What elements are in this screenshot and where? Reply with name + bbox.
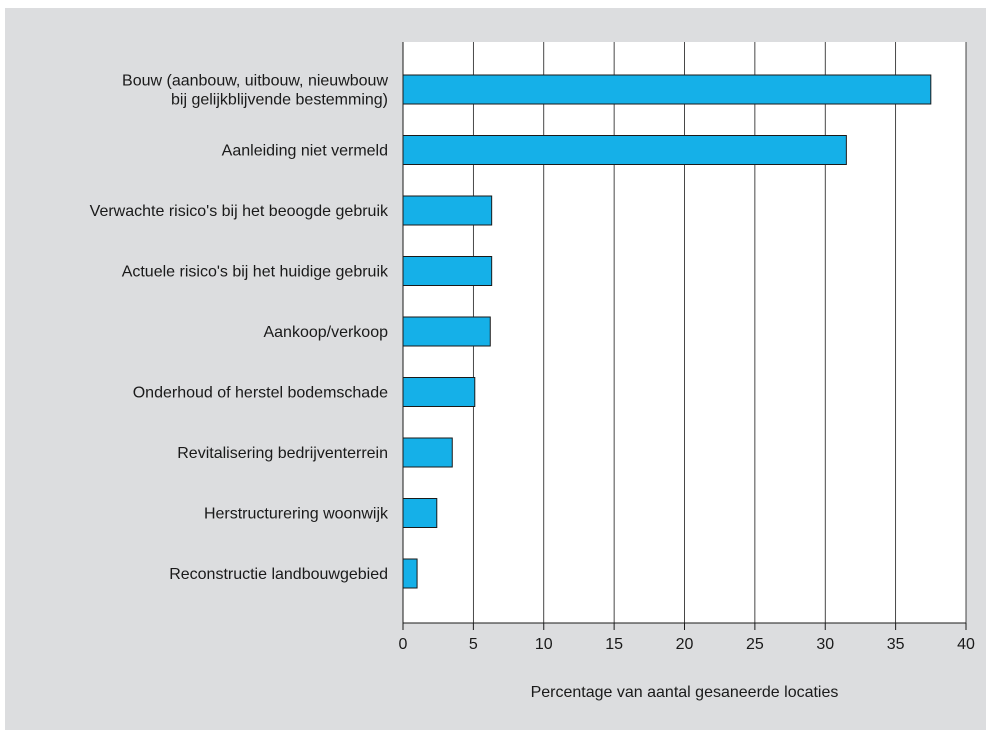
category-label: Reconstructie landbouwgebied: [169, 566, 388, 583]
x-tick-label: 35: [887, 636, 905, 653]
bar: [402, 135, 847, 165]
category-label: Bouw (aanbouw, uitbouw, nieuwbouw: [122, 73, 388, 90]
bar: [402, 316, 491, 347]
x-tick-label: 10: [535, 636, 553, 653]
x-axis-title: Percentage van aantal gesaneerde locatie…: [531, 684, 839, 701]
bar: [402, 195, 493, 226]
category-label: Verwachte risico's bij het beoogde gebru…: [90, 203, 389, 220]
x-tick-label: 30: [816, 636, 834, 653]
x-tick-label: 15: [605, 636, 623, 653]
x-tick-label: 20: [676, 636, 694, 653]
bar: [402, 558, 418, 589]
category-label: Aanleiding niet vermeld: [222, 143, 388, 160]
category-label: Herstructurering woonwijk: [204, 506, 389, 523]
category-label: bij gelijkblijvende bestemming): [171, 92, 388, 109]
bar: [402, 256, 493, 286]
x-tick-label: 40: [957, 636, 975, 653]
bar: [402, 377, 476, 407]
x-tick-label: 25: [746, 636, 764, 653]
x-tick-label: 0: [399, 636, 408, 653]
x-tick-label: 5: [469, 636, 478, 653]
category-label: Onderhoud of herstel bodemschade: [133, 385, 388, 402]
bar: [402, 437, 453, 468]
bar: [402, 74, 932, 105]
category-label: Revitalisering bedrijventerrein: [177, 445, 388, 462]
bar: [402, 498, 438, 528]
category-label: Actuele risico's bij het huidige gebruik: [122, 264, 389, 281]
category-label: Aankoop/verkoop: [263, 324, 388, 341]
